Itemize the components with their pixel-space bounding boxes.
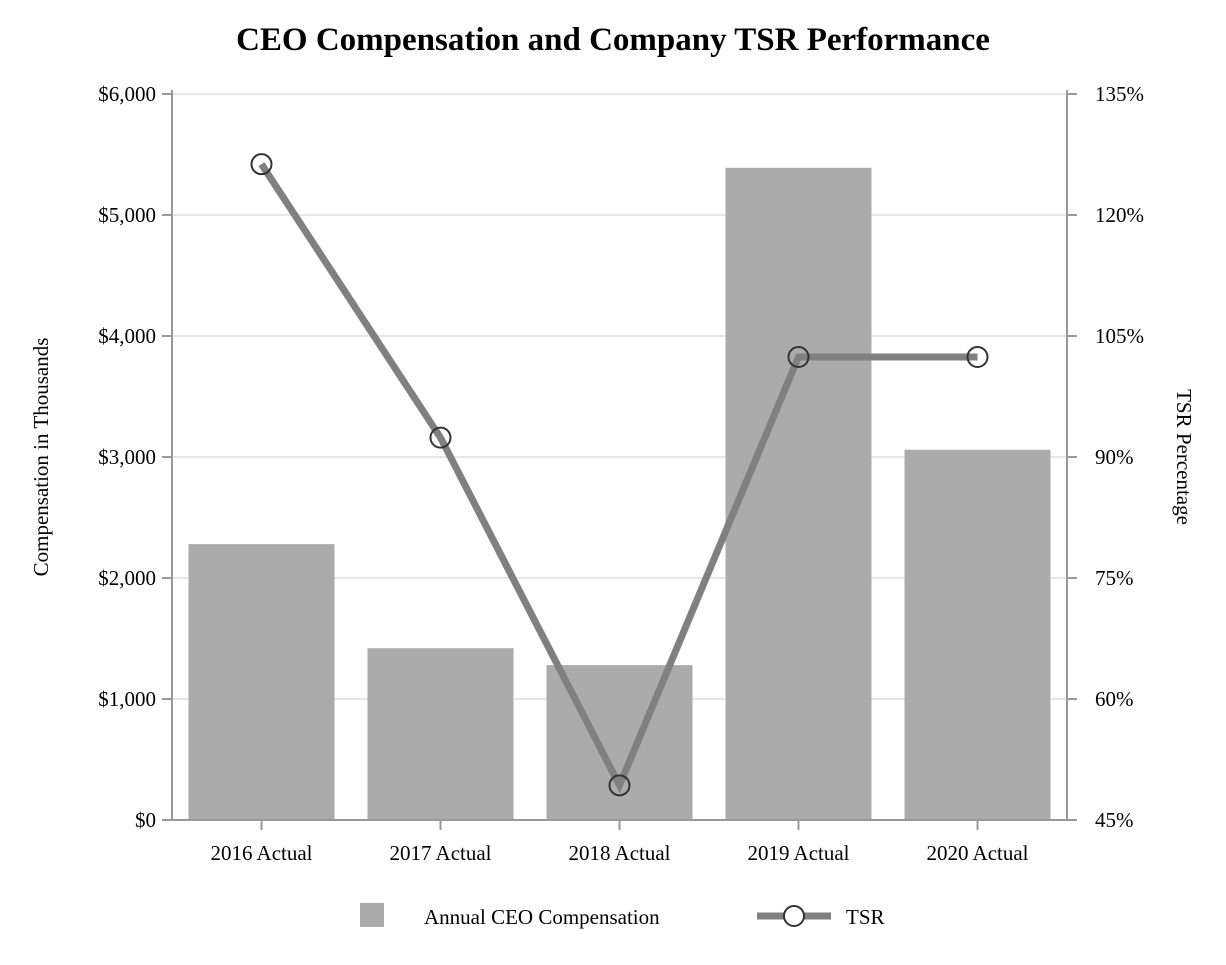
tsr-line [258,162,978,794]
x-tick-label: 2017 Actual [389,841,491,865]
chart-title: CEO Compensation and Company TSR Perform… [236,22,990,58]
y-axis-label: Compensation in Thousands [29,338,53,577]
bar-2017-actual [367,648,514,820]
x-tick-label: 2018 Actual [568,841,670,865]
legend-marker [783,905,805,927]
y2-tick-label: 75% [1095,566,1134,590]
bar-2020-actual [904,449,1051,820]
x-tick-label: 2019 Actual [747,841,849,865]
y-tick-label: $5,000 [98,203,156,227]
y2-tick-label: 45% [1095,808,1134,832]
legend: Annual CEO Compensation TSR [360,903,885,929]
legend-label-compensation: Annual CEO Compensation [424,905,660,929]
y-tick-label: $0 [135,808,156,832]
x-tick-label: 2020 Actual [926,841,1028,865]
legend-bar-swatch [360,903,384,927]
y-tick-label: $6,000 [98,82,156,106]
y2-tick-label: 90% [1095,445,1134,469]
y2-axis-label: TSR Percentage [1172,389,1196,525]
y2-tick-label: 105% [1095,324,1144,348]
bar-2019-actual [725,167,872,820]
y-tick-label: $4,000 [98,324,156,348]
legend-label-tsr: TSR [846,905,885,929]
tsr-point [250,153,273,176]
y2-tick-label: 120% [1095,203,1144,227]
y-tick-label: $1,000 [98,687,156,711]
bar-2016-actual [188,544,335,820]
y2-tick-label: 135% [1095,82,1144,106]
y-tick-label: $3,000 [98,445,156,469]
tsr-point [429,426,452,449]
tsr-point [787,345,810,368]
tsr-point [608,774,631,797]
y2-tick-label: 60% [1095,687,1134,711]
tsr-point [966,345,989,368]
x-tick-label: 2016 Actual [210,841,312,865]
y-tick-label: $2,000 [98,566,156,590]
